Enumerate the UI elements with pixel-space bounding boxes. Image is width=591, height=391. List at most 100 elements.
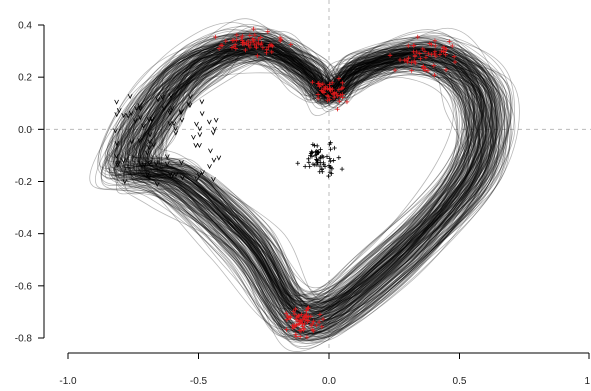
upper-right-lobe-marker [412,54,418,59]
curve-line [125,49,480,319]
curve-line [135,48,476,315]
interior-cluster-marker [308,151,314,156]
start-point-marker [200,170,205,176]
center-dip-marker [337,99,342,104]
start-point-marker [114,112,120,118]
upper-right-lobe-marker [437,52,443,57]
curve-line [122,50,502,335]
curve-line [143,43,492,313]
bottom-tip-marker [300,316,306,322]
upper-left-lobe-marker [248,40,253,46]
upper-left-lobe-marker [251,37,257,43]
curve-line [152,42,485,315]
curve-line [129,43,483,324]
curve-line [138,54,493,326]
curve-line [161,42,483,302]
curve-line [159,51,501,324]
curve-line [113,40,494,320]
start-point-marker [133,118,138,124]
curve-line [116,52,495,340]
curve-line [155,47,489,308]
bottom-tip-marker [284,317,290,322]
y-tick-label: 0.0 [18,125,32,136]
curve-line [132,40,506,326]
bottom-tip-marker [292,323,298,329]
curve-line [116,44,488,341]
upper-right-lobe-marker [397,57,403,63]
upper-left-lobe-marker [234,32,240,38]
upper-right-lobe-marker [431,63,436,68]
upper-left-lobe-marker [213,34,218,40]
curve-line [115,35,506,339]
upper-left-lobe-marker [251,26,256,32]
curve-line [104,26,493,318]
curve-line [135,49,471,315]
start-point-marker [146,145,152,151]
curve-line [116,38,496,331]
curve-line [113,40,493,334]
center-dip-marker [327,82,332,87]
start-point-marker [212,126,217,132]
x-tick-label: 0.0 [322,376,336,387]
curve-line [146,58,471,306]
y-tick-label: -0.8 [15,334,33,345]
curve-line [117,38,471,312]
bottom-tip-marker [297,334,303,339]
center-dip-marker [325,86,330,91]
curve-series [89,18,520,352]
bottom-tip-marker [301,326,307,331]
curve-line [157,60,468,310]
curve-line [154,57,468,310]
start-point-marker [125,113,131,119]
center-dip-marker [331,95,337,100]
start-point-marker [116,108,122,114]
bottom-tip-marker [284,327,289,332]
curve-line [118,40,484,328]
start-point-marker [216,155,222,161]
interior-cluster-marker [327,170,333,175]
interior-cluster-marker [307,164,312,169]
bottom-tip-marker [302,314,308,319]
start-point-marker [167,121,173,127]
curve-line [100,48,492,352]
curve-line [144,64,468,313]
curve-line [109,33,487,335]
curve-line [106,38,483,332]
curve-line [118,46,488,322]
curve-line [142,45,485,315]
curve-line [140,36,501,327]
curve-line [124,49,500,327]
curve-line [95,38,497,343]
upper-right-lobe-marker [429,42,434,47]
curve-line [161,58,479,303]
center-dip-marker [325,98,330,103]
interior-cluster-marker [328,147,333,152]
curve-line [108,45,484,332]
upper-right-lobe-marker [418,56,423,61]
curve-line [137,62,459,306]
center-dip-marker [330,86,335,92]
curve-line [122,47,495,336]
curve-line [113,32,500,341]
start-point-marker [194,176,200,182]
curve-line [139,45,473,305]
bottom-tip-marker [299,312,304,317]
upper-right-lobe-marker [426,51,431,56]
center-dip-marker [321,90,327,95]
upper-right-lobe-marker [425,68,431,74]
start-point-marker [137,103,143,109]
start-point-marker [197,132,203,138]
start-point-marker [128,110,134,116]
start-point-marker [196,172,202,178]
curve-line [139,40,487,313]
interior-cluster-marker [314,157,319,162]
curve-line [127,30,515,328]
bottom-tip-marker [284,311,289,316]
curve-line [114,42,496,335]
x-tick-label: 0.5 [453,376,467,387]
bottom-tip-marker [317,312,323,317]
upper-left-lobe-marker [247,44,253,50]
curve-line [108,44,496,339]
curve-line [132,37,484,318]
curve-line [124,37,479,317]
